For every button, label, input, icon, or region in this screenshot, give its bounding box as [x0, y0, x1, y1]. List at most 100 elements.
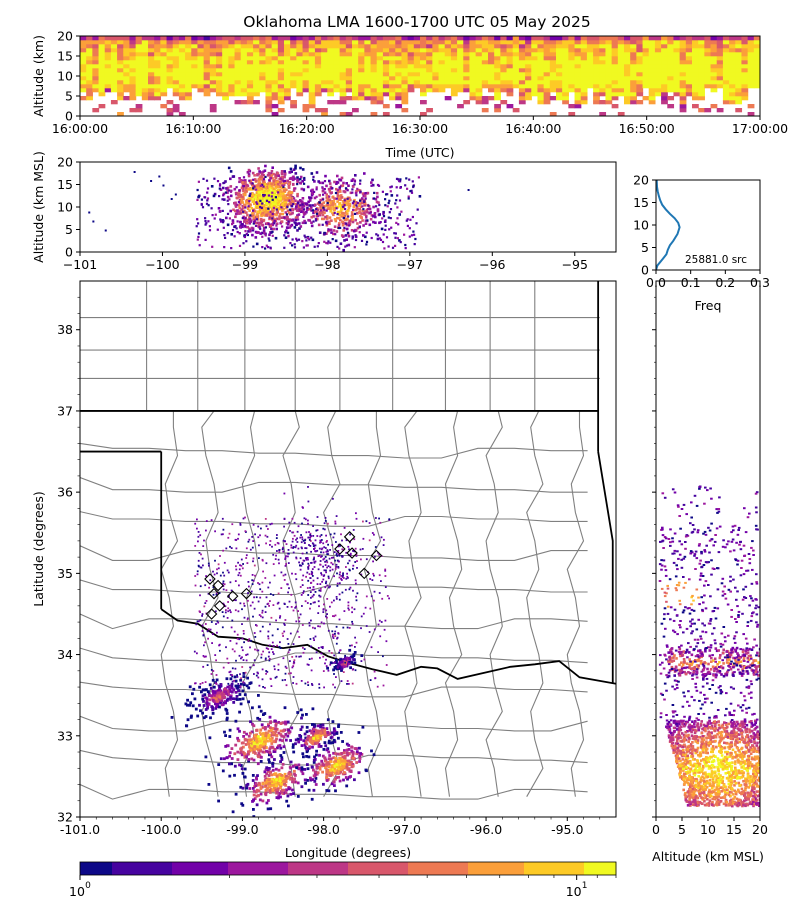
time-height-cell [747, 36, 755, 41]
time-height-cell [450, 52, 458, 57]
time-height-cell [624, 64, 631, 69]
time-height-cell [432, 56, 440, 61]
time-height-cell [692, 60, 699, 65]
plan-view-cell [240, 682, 243, 686]
time-height-cell [185, 56, 192, 61]
time-height-cell [729, 96, 736, 101]
lon-height-cell [255, 242, 259, 246]
plan-view-cell [329, 757, 333, 761]
time-height-cell [537, 76, 545, 81]
time-height-cell [463, 44, 471, 49]
time-height-cell [698, 60, 705, 65]
time-height-cell [617, 68, 625, 73]
time-height-cell [216, 88, 223, 93]
lon-height-cell [286, 206, 289, 209]
plan-view-cell [325, 779, 329, 782]
time-height-cell [444, 52, 452, 57]
time-height-cell [246, 36, 254, 41]
time-height-cell [716, 108, 724, 113]
time-height-cell [729, 40, 736, 45]
plan-view-cell [257, 789, 261, 793]
plan-view-cell [271, 727, 275, 730]
lon-height-cell [293, 246, 297, 249]
time-height-cell [518, 92, 526, 97]
time-height-cell [562, 68, 569, 73]
lon-height-cell [264, 200, 267, 203]
time-height-cell [234, 80, 242, 85]
time-height-cell [209, 40, 217, 45]
time-height-cell [481, 68, 489, 73]
plan-view-cell [258, 749, 262, 753]
time-height-cell [86, 84, 93, 89]
time-height-cell [178, 92, 186, 97]
plan-view-cell [253, 797, 257, 800]
time-height-cell [450, 68, 458, 73]
lon-height-cell [381, 240, 385, 244]
altitude-axis-tick-label: 0 [65, 245, 73, 260]
time-height-cell [92, 68, 100, 73]
time-height-cell [661, 56, 668, 61]
plan-view-cell [343, 759, 346, 763]
lon-height-cell [256, 212, 259, 215]
time-height-cell [308, 72, 316, 77]
lon-height-cell [275, 174, 278, 177]
time-height-cell [654, 56, 662, 61]
time-height-cell [265, 48, 273, 53]
plan-view-cell [338, 752, 342, 756]
lon-height-cell [213, 192, 217, 196]
plan-view-cell [308, 745, 312, 749]
lon-height-cell [258, 209, 262, 213]
time-height-cell [605, 40, 613, 45]
time-height-cell [327, 80, 335, 85]
plan-view-cell [248, 787, 252, 790]
lon-height-cell [200, 198, 203, 201]
time-height-cell [537, 48, 545, 53]
lon-height-cell [255, 213, 259, 217]
lon-height-cell [241, 225, 244, 229]
time-height-cell [129, 52, 137, 57]
time-height-cell [370, 64, 378, 69]
time-height-cell [722, 60, 730, 65]
time-height-cell [401, 80, 409, 85]
time-height-cell [110, 84, 118, 89]
plan-view-cell [295, 764, 299, 768]
plan-view-cell [267, 736, 270, 740]
time-height-cell [729, 92, 736, 97]
time-height-cell [525, 88, 532, 93]
time-height-cell [104, 80, 112, 85]
time-height-cell [494, 56, 501, 61]
time-height-cell [636, 36, 644, 41]
lon-height-cell [266, 186, 269, 189]
time-height-cell [197, 76, 205, 81]
plan-view-cell [306, 763, 309, 766]
plan-view-cell [263, 775, 267, 778]
time-height-cell [228, 68, 236, 73]
lon-height-cell [329, 191, 333, 195]
plan-view-cell [274, 767, 278, 771]
time-height-cell [352, 92, 359, 97]
lon-height-cell [373, 212, 377, 215]
time-height-cell [605, 80, 613, 85]
plan-view-cell [275, 796, 279, 799]
plan-view-cell [331, 765, 335, 769]
time-height-cell [611, 52, 619, 57]
lon-height-cell [301, 180, 304, 183]
lon-height-cell [274, 200, 278, 203]
lon-height-cell [258, 180, 261, 184]
plan-view-cell [326, 733, 330, 736]
time-height-cell [444, 64, 452, 69]
time-height-cell [123, 52, 131, 57]
lon-height-cell [310, 221, 313, 224]
lon-height-cell [318, 193, 321, 197]
lon-height-cell [253, 202, 256, 206]
time-axis-tick-label: 16:40:00 [505, 121, 561, 136]
time-height-cell [605, 76, 613, 81]
lon-height-cell [365, 231, 368, 234]
time-height-cell [339, 56, 347, 61]
lon-height-cell [363, 204, 366, 207]
time-height-cell [154, 60, 161, 65]
time-height-cell [543, 64, 551, 69]
time-height-cell [333, 80, 341, 85]
time-height-cell [321, 108, 328, 113]
lon-height-cell [223, 198, 226, 201]
